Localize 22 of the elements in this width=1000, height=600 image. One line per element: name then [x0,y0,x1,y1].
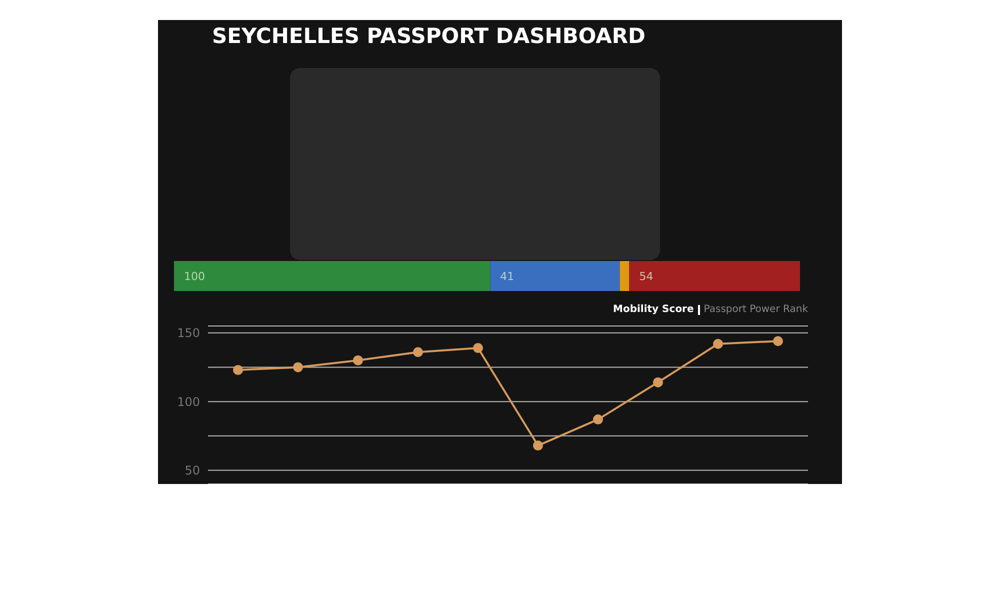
y-tick-label: 50 [184,464,200,478]
data-label: 54 [639,270,654,283]
bar [629,261,800,291]
point [653,377,663,388]
point [533,440,543,451]
text: Passport Power Rank [704,304,808,315]
y-tick-label: 150 [177,326,200,340]
point [293,362,303,372]
point [773,336,783,346]
point [713,338,723,349]
text: Mobility Score [613,304,694,315]
y-tick-label: 100 [177,394,200,409]
point [353,355,363,366]
bar [620,261,630,291]
point [233,364,243,375]
point [473,342,483,353]
point [413,347,423,358]
bar [490,261,620,291]
data-label: 41 [500,270,514,283]
chart-title: SEYCHELLES PASSPORT DASHBOARD [212,24,646,48]
point [593,414,603,424]
bar [174,261,490,291]
